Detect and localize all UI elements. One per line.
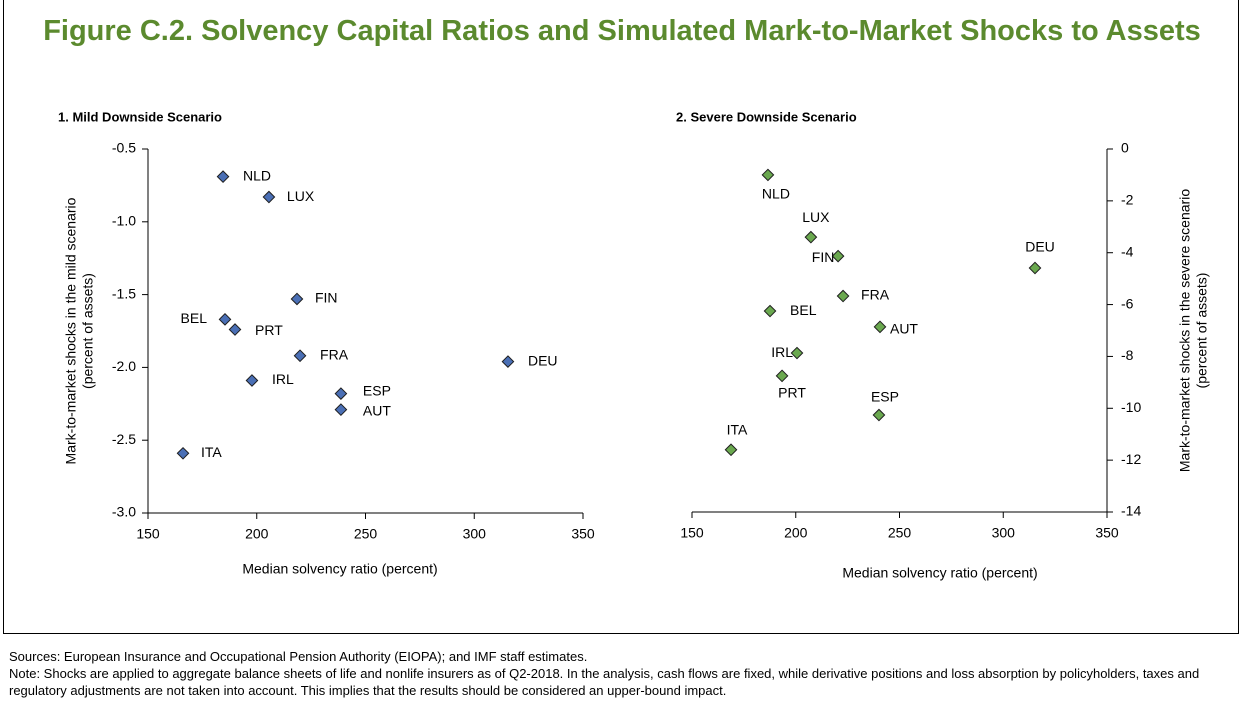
figure-title: Figure C.2. Solvency Capital Ratios and … <box>43 15 1201 47</box>
point-label: AUT <box>363 402 391 418</box>
chart-title: 1. Mild Downside Scenario <box>58 109 222 124</box>
y-tick-label: -8 <box>1121 347 1134 363</box>
point-label: FIN <box>315 290 338 306</box>
y-tick-label: -1.0 <box>112 213 136 229</box>
x-tick-label: 200 <box>245 526 269 542</box>
point <box>262 190 276 204</box>
x-tick-label: 300 <box>463 526 487 542</box>
point-label: BEL <box>790 302 817 318</box>
note: Note: Shocks are applied to aggregate ba… <box>9 666 1200 698</box>
y-axis-label: Mark-to-market shocks in the mild scenar… <box>63 197 79 464</box>
x-tick-label: 150 <box>680 525 704 541</box>
y-tick-label: -10 <box>1121 399 1141 415</box>
point-label: FIN <box>812 249 835 265</box>
x-tick-label: 200 <box>784 525 808 541</box>
point-label: IRL <box>272 371 294 387</box>
point-label: PRT <box>778 385 806 401</box>
x-tick-label: 350 <box>571 526 595 542</box>
point-label: BEL <box>181 310 208 326</box>
point-label: NLD <box>243 167 271 183</box>
point-label: AUT <box>890 321 918 337</box>
point <box>334 403 348 416</box>
chart-title: 2. Severe Downside Scenario <box>676 109 857 124</box>
point <box>775 369 789 383</box>
point <box>724 443 738 457</box>
point <box>334 387 348 400</box>
point-label: LUX <box>802 209 830 225</box>
point-label: ESP <box>363 382 391 398</box>
y-tick-label: -2.0 <box>112 358 136 374</box>
x-tick-label: 150 <box>136 526 160 542</box>
point <box>790 346 804 360</box>
x-tick-label: 350 <box>1095 525 1119 541</box>
point <box>501 355 515 368</box>
point-label: NLD <box>762 186 790 202</box>
point-label: DEU <box>1025 239 1055 255</box>
point <box>761 168 775 182</box>
y-tick-label: -1.5 <box>112 285 136 301</box>
point <box>218 312 232 326</box>
point-label: IRL <box>771 344 793 360</box>
point <box>873 320 887 334</box>
y-axis-label: (percent of assets) <box>80 273 96 389</box>
point-label: DEU <box>528 352 558 368</box>
point-label: LUX <box>287 188 315 204</box>
y-tick-label: -3.0 <box>112 504 136 520</box>
point <box>872 408 886 422</box>
point-label: PRT <box>255 322 283 338</box>
point <box>176 446 190 460</box>
point <box>290 292 304 306</box>
y-tick-label: -6 <box>1121 295 1134 311</box>
y-tick-label: 0 <box>1121 140 1129 156</box>
y-axis-label: (percent of assets) <box>1194 273 1210 389</box>
charts: 1. Mild Downside Scenario 150 200 250 300 350… <box>58 109 1210 581</box>
point-label: FRA <box>320 346 349 362</box>
y-tick-label: -2 <box>1121 192 1134 208</box>
point <box>763 304 777 318</box>
frame <box>3 0 1239 634</box>
point <box>831 249 845 263</box>
point <box>228 323 242 336</box>
point <box>1028 261 1042 275</box>
x-axis-label: Median solvency ratio (percent) <box>842 565 1037 581</box>
x-tick-label: 300 <box>992 525 1016 541</box>
y-tick-label: -4 <box>1121 243 1134 259</box>
sources: Sources: European Insurance and Occupati… <box>9 649 588 664</box>
y-tick-label: -2.5 <box>112 431 136 447</box>
point-label: FRA <box>861 287 890 303</box>
x-tick-label: 250 <box>888 525 912 541</box>
y-tick-label: -12 <box>1121 451 1141 467</box>
point-label: ITA <box>727 421 748 437</box>
x-axis-label: Median solvency ratio (percent) <box>242 561 437 577</box>
y-tick-label: -14 <box>1121 503 1141 519</box>
point <box>836 289 850 303</box>
y-axis-label: Mark-to-market shocks in the severe scen… <box>1177 189 1193 472</box>
point-label: ESP <box>871 389 899 405</box>
y-tick-label: -0.5 <box>112 140 136 156</box>
point-label: ITA <box>201 444 222 460</box>
point <box>804 230 818 244</box>
point <box>216 170 230 184</box>
point <box>245 374 259 387</box>
x-tick-label: 250 <box>354 526 378 542</box>
point <box>293 349 307 363</box>
